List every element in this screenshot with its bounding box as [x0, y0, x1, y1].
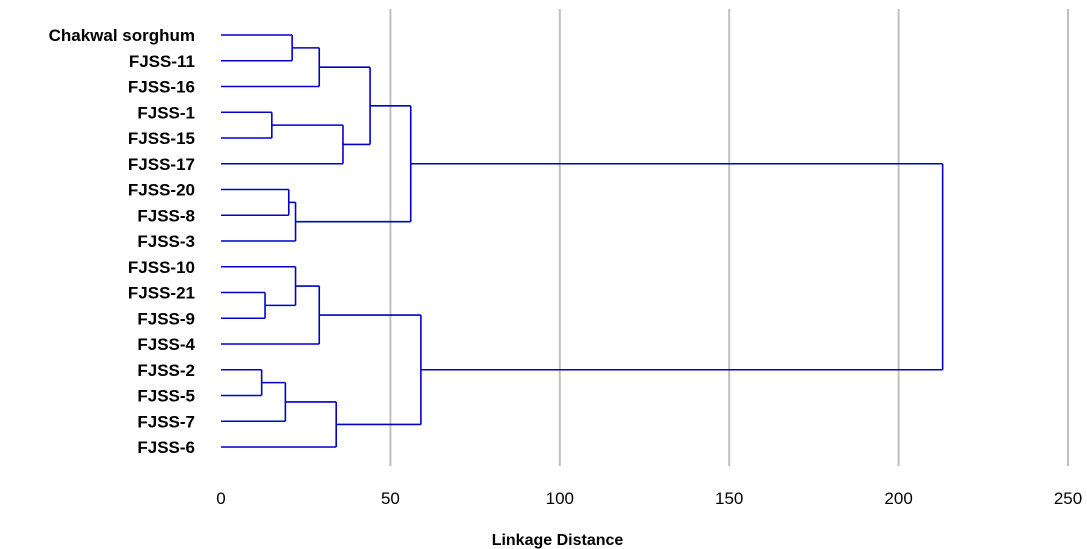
dendrogram-links — [221, 34, 944, 448]
cluster-link-c9 — [221, 291, 266, 320]
x-tick-label: 0 — [216, 489, 225, 508]
x-tick-label: 250 — [1054, 489, 1082, 508]
cluster-link-c12 — [221, 368, 263, 397]
leaf-label: FJSS-10 — [128, 258, 195, 277]
leaf-labels: Chakwal sorghum FJSS-11 FJSS-16 FJSS-1 FJSS-… — [49, 26, 196, 457]
leaf-label: FJSS-8 — [137, 206, 195, 225]
cluster-link-c13 — [221, 381, 287, 423]
leaf-label: FJSS-21 — [128, 284, 195, 303]
cluster-link-c14 — [221, 401, 337, 448]
leaf-label: FJSS-16 — [128, 78, 195, 97]
leaf-label: FJSS-3 — [137, 232, 195, 251]
x-tick-label: 50 — [381, 489, 400, 508]
cluster-link-c15 — [319, 314, 422, 426]
leaf-label: Chakwal sorghum — [49, 26, 195, 45]
cluster-link-c5 — [319, 66, 371, 146]
leaf-label: FJSS-20 — [128, 181, 195, 200]
grid-lines — [389, 9, 1069, 466]
cluster-link-c3 — [221, 111, 273, 139]
cluster-link-c2 — [221, 47, 321, 88]
leaf-label: FJSS-9 — [137, 309, 195, 328]
leaf-label: FJSS-6 — [137, 438, 195, 457]
cluster-link-c7 — [221, 201, 297, 242]
cluster-link-c6 — [221, 188, 290, 217]
cluster-link-c10 — [221, 265, 297, 307]
leaf-label: FJSS-4 — [137, 335, 195, 354]
x-axis-ticks: 0 50 100 150 200 250 — [216, 489, 1082, 508]
cluster-link-c1 — [221, 34, 293, 62]
leaf-label: FJSS-17 — [128, 155, 195, 174]
leaf-label: FJSS-15 — [128, 129, 195, 148]
leaf-label: FJSS-2 — [137, 361, 195, 380]
x-tick-label: 200 — [884, 489, 912, 508]
cluster-link-c11 — [221, 285, 321, 345]
leaf-label: FJSS-7 — [137, 412, 195, 431]
cluster-link-c4 — [221, 124, 344, 165]
x-axis-title: Linkage Distance — [492, 532, 624, 549]
x-tick-label: 100 — [546, 489, 574, 508]
leaf-label: FJSS-1 — [137, 103, 195, 122]
cluster-link-c16 — [410, 162, 944, 371]
leaf-label: FJSS-5 — [137, 387, 195, 406]
x-tick-label: 150 — [715, 489, 743, 508]
leaf-label: FJSS-11 — [129, 52, 195, 71]
